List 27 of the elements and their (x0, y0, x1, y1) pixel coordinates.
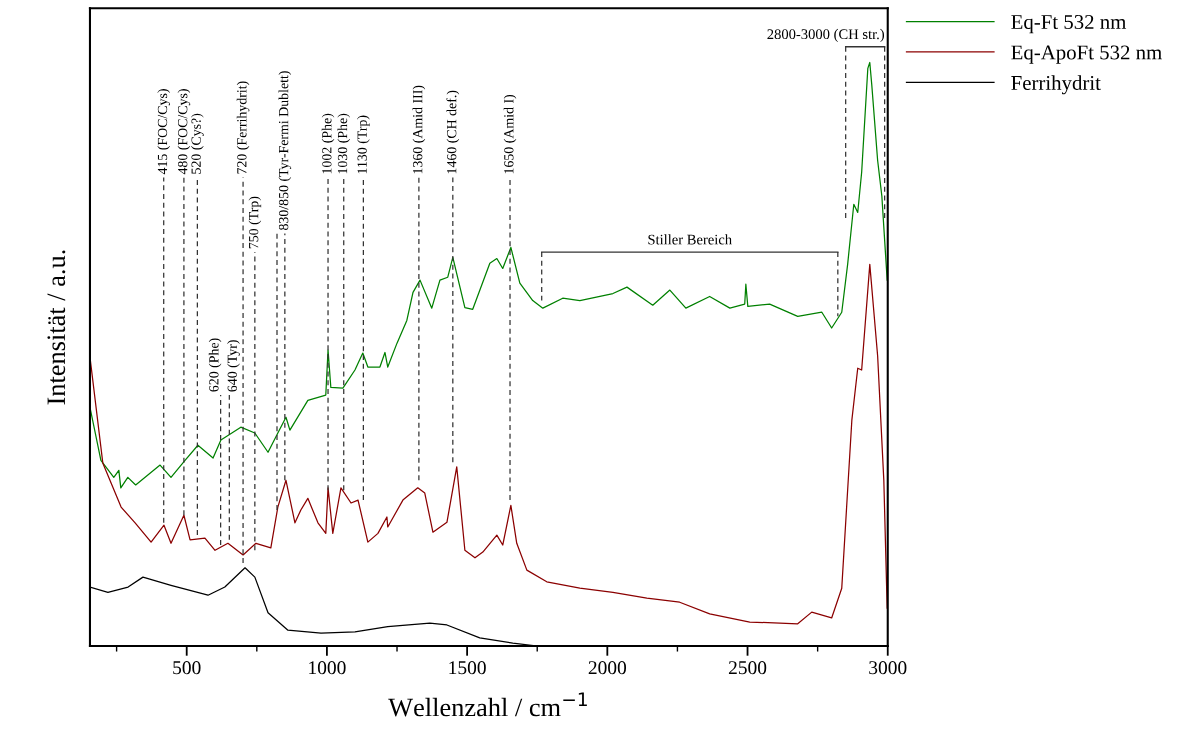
ref-line-label: 415 (FOC/Cys) (157, 89, 171, 175)
legend-label: Eq-ApoFt 532 nm (1011, 45, 1162, 64)
ref-line-label: 480 (FOC/Cys) (177, 89, 191, 175)
ref-line-label: 1460 (CH def.) (446, 90, 460, 174)
ref-line-label: 720 (Ferrihydrit) (236, 81, 250, 174)
ref-line-label: 1650 (Amid I) (503, 94, 517, 174)
text: 2800-3000 (CH str.) (767, 28, 885, 43)
ref-line-label: 1130 (Trp) (357, 115, 370, 174)
ref-line-label: 830/850 (Tyr-Fermi Dublett) (278, 71, 292, 230)
x-tick-label: 1500 (449, 661, 486, 675)
x-tick-label: 500 (173, 661, 201, 675)
annotation: Stiller Bereich (648, 234, 732, 245)
legend-label: Eq-Ft 532 nm (1011, 15, 1127, 34)
y-axis-title: Intensität / a.u. (47, 250, 66, 405)
ref-line-label: 1360 (Amid III) (412, 85, 426, 174)
ref-line-label: 1002 (Phe) (321, 113, 335, 174)
x-axis-title: Wellenzahl / cm$^{−1}$ (388, 692, 587, 717)
ref-line-label: 750 (Trp) (248, 196, 262, 249)
ref-line-label: 1030 (Phe) (337, 113, 351, 174)
x-tick-label: 2500 (728, 661, 767, 675)
ref-line-label: 620 (Phe) (208, 338, 222, 392)
legend-label: Ferrihydrit (1011, 75, 1101, 95)
ref-line-label: 640 (Tyr) (227, 340, 240, 392)
ref-line-label: 520 (Cys?) (191, 113, 204, 174)
x-tick-label: 2000 (588, 661, 627, 675)
x-tick-label: 1000 (309, 661, 346, 675)
x-tick-label: 3000 (869, 661, 907, 675)
